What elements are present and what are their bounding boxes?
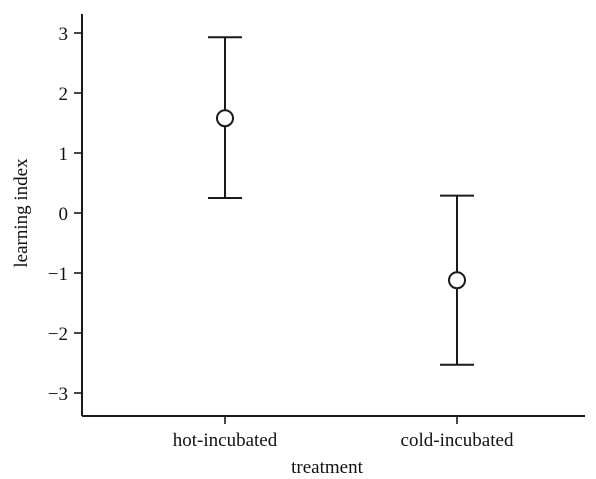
y-tick-label: 0 xyxy=(59,204,69,225)
data-point-hot-incubated xyxy=(216,109,234,128)
y-tick-label: 2 xyxy=(59,84,69,105)
x-tick-label: hot-incubated xyxy=(173,430,278,451)
x-axis-title: treatment xyxy=(291,457,363,478)
x-tick-label: cold-incubated xyxy=(401,430,514,451)
x-ticks: hot-incubated cold-incubated xyxy=(173,416,514,451)
data-point-cold-incubated xyxy=(448,271,466,290)
y-tick-label: 1 xyxy=(59,144,69,165)
y-tick-label: −2 xyxy=(48,324,68,345)
y-tick-label: −3 xyxy=(48,384,68,405)
y-tick-label: −1 xyxy=(48,264,68,285)
y-axis-title: learning index xyxy=(11,158,32,268)
y-ticks: 3 2 1 0 −1 −2 −3 xyxy=(48,24,82,405)
data-marks xyxy=(208,36,474,366)
y-tick-label: 3 xyxy=(59,24,69,45)
